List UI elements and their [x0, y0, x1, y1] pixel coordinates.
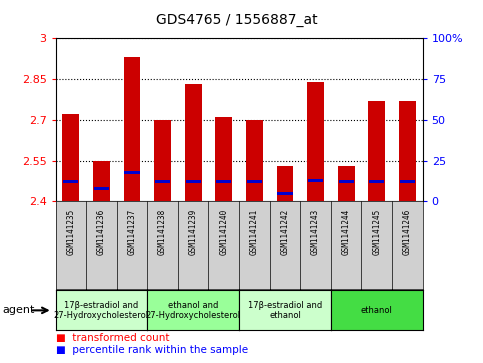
Text: 17β-estradiol and
27-Hydroxycholesterol: 17β-estradiol and 27-Hydroxycholesterol: [54, 301, 149, 320]
Bar: [94, 187, 109, 190]
Bar: [154, 120, 171, 201]
Bar: [125, 171, 140, 174]
Text: GSM1141238: GSM1141238: [158, 208, 167, 255]
Text: GSM1141246: GSM1141246: [403, 208, 412, 255]
Bar: [216, 180, 231, 183]
Text: GSM1141240: GSM1141240: [219, 208, 228, 255]
Text: GSM1141243: GSM1141243: [311, 208, 320, 255]
Bar: [62, 114, 79, 201]
Bar: [215, 117, 232, 201]
Bar: [124, 57, 141, 201]
Text: GSM1141239: GSM1141239: [189, 208, 198, 255]
Bar: [369, 180, 384, 183]
Bar: [307, 82, 324, 201]
Text: 17β-estradiol and
ethanol: 17β-estradiol and ethanol: [248, 301, 322, 320]
Bar: [185, 180, 201, 183]
Text: ethanol: ethanol: [361, 306, 393, 315]
Text: GSM1141235: GSM1141235: [66, 208, 75, 255]
Text: ■  percentile rank within the sample: ■ percentile rank within the sample: [56, 345, 248, 355]
Text: GSM1141237: GSM1141237: [128, 208, 137, 255]
Bar: [399, 101, 416, 201]
Text: agent: agent: [2, 305, 35, 315]
Text: GSM1141242: GSM1141242: [281, 208, 289, 255]
Bar: [308, 179, 323, 182]
Bar: [155, 180, 170, 183]
Bar: [400, 180, 415, 183]
Bar: [277, 192, 293, 195]
Text: GSM1141241: GSM1141241: [250, 208, 259, 255]
Text: GDS4765 / 1556887_at: GDS4765 / 1556887_at: [156, 13, 317, 27]
Text: ■  transformed count: ■ transformed count: [56, 333, 169, 343]
Bar: [369, 101, 385, 201]
Text: GSM1141244: GSM1141244: [341, 208, 351, 255]
Text: GSM1141245: GSM1141245: [372, 208, 381, 255]
Bar: [185, 85, 201, 201]
Bar: [339, 180, 354, 183]
Bar: [338, 166, 355, 201]
Text: ethanol and
27-Hydroxycholesterol: ethanol and 27-Hydroxycholesterol: [146, 301, 241, 320]
Bar: [247, 180, 262, 183]
Bar: [246, 120, 263, 201]
Text: GSM1141236: GSM1141236: [97, 208, 106, 255]
Bar: [63, 180, 78, 183]
Bar: [277, 166, 293, 201]
Bar: [93, 161, 110, 201]
